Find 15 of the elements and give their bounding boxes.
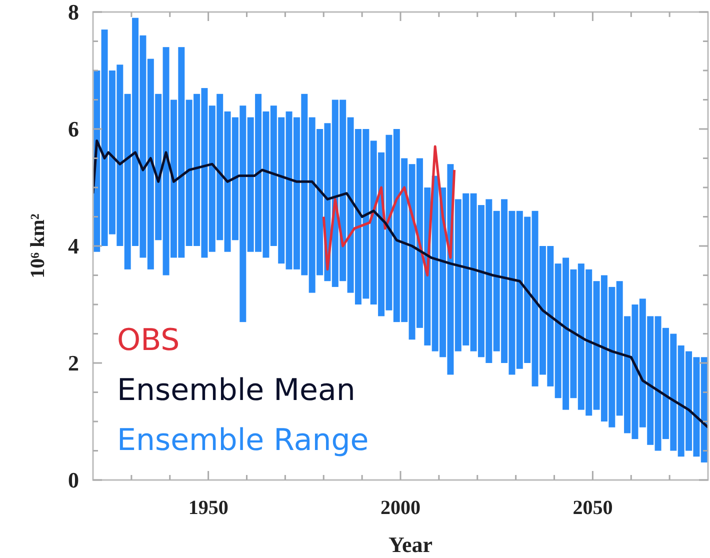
line-series bbox=[93, 139, 708, 429]
y-tick-label: 8 bbox=[68, 0, 79, 25]
y-tick-label: 2 bbox=[68, 350, 79, 376]
y-tick-label: 0 bbox=[68, 468, 79, 493]
x-axis-title: Year bbox=[388, 532, 433, 557]
x-tick-label: 2000 bbox=[380, 497, 420, 519]
x-tick-label: 1950 bbox=[188, 497, 228, 519]
y-tick-label: 4 bbox=[68, 234, 79, 259]
text: OBS bbox=[117, 323, 180, 358]
line-series bbox=[322, 145, 456, 276]
text: Ensemble Mean bbox=[117, 373, 356, 408]
y-axis-title: 10⁶ km² bbox=[27, 214, 49, 278]
text: Ensemble Range bbox=[117, 423, 369, 458]
x-tick-label: 2050 bbox=[572, 497, 613, 519]
y-tick-label: 6 bbox=[68, 116, 79, 142]
